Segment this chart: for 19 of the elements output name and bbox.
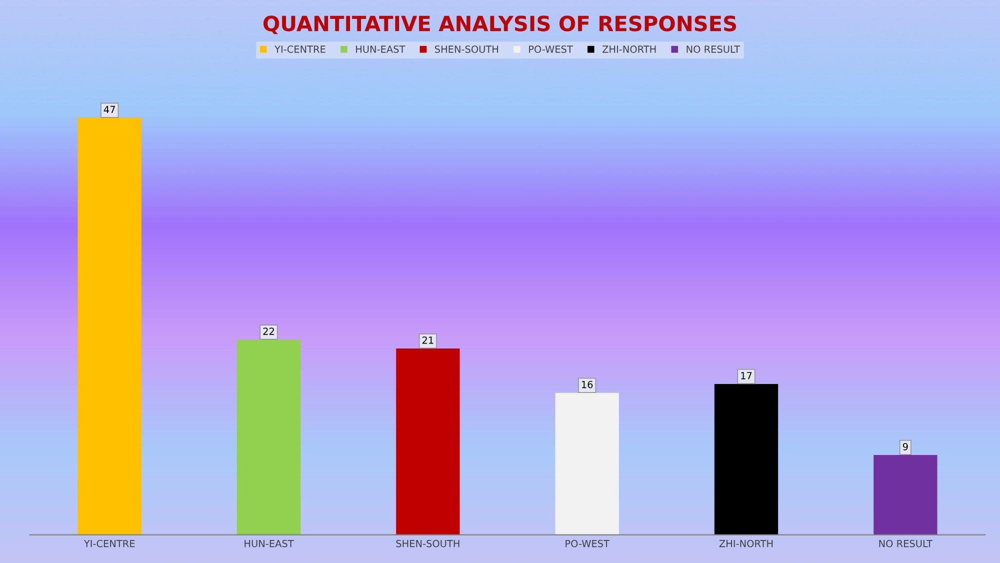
x-tick-label: SHEN-SOUTH [396,540,460,548]
legend-label: ZHI-NORTH [602,46,656,53]
data-label: 47 [104,106,115,114]
legend-label: PO-WEST [529,46,573,53]
legend-label: SHEN-SOUTH [435,46,498,53]
legend-label: YI-CENTRE [274,46,326,53]
chart-title: QUANTITATIVE ANALYSIS OF RESPONSES [263,16,736,34]
x-tick-label: ZHI-NORTH [719,540,773,548]
legend-label: NO RESULT [686,46,740,53]
data-label: 17 [741,372,752,380]
data-label: 9 [902,442,908,450]
data-label: 21 [422,336,434,344]
legend-label: HUN-EAST [356,46,406,53]
x-tick-label: YI-CENTRE [84,540,135,548]
x-tick-label: PO-WEST [566,540,610,548]
data-label: 16 [582,380,593,388]
x-tick-label: HUN-EAST [244,540,294,548]
data-label: 22 [263,328,274,335]
x-tick-label: NO RESULT [879,540,933,548]
